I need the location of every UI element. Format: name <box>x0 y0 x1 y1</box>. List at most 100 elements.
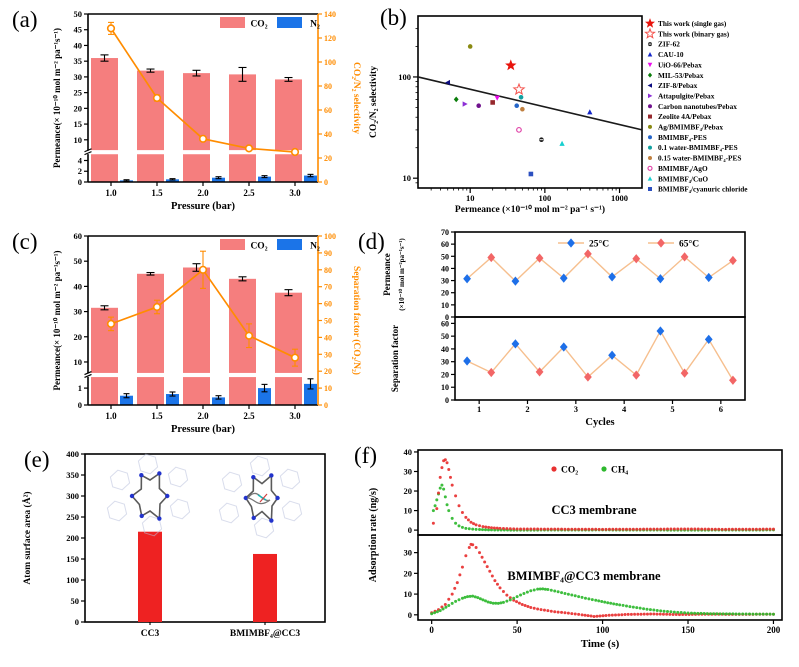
panel-b-label: (b) <box>380 5 407 30</box>
panel-d-chart: 0 10 20 30 40 50 60 70 0 10 20 30 40 50 60 1 2 3 4 5 6 25°C 65… <box>382 228 746 428</box>
svg-text:10: 10 <box>404 506 413 516</box>
left-ticks: 0 1 10 20 30 40 50 60 <box>74 231 88 410</box>
svg-text:50: 50 <box>324 317 332 326</box>
svg-text:0: 0 <box>78 400 82 410</box>
svg-text:30: 30 <box>404 548 413 558</box>
svg-text:60: 60 <box>441 319 449 328</box>
svg-text:25°C: 25°C <box>589 239 609 250</box>
svg-text:10: 10 <box>74 135 83 145</box>
molecule-inset <box>106 453 191 537</box>
svg-text:BMIMBF₄-PES: BMIMBF₄-PES <box>658 133 707 142</box>
svg-text:50: 50 <box>513 625 523 635</box>
svg-text:UiO-66/Pebax: UiO-66/Pebax <box>658 60 702 69</box>
bmimbf4-ch4-curve <box>430 587 775 616</box>
svg-text:Time (s): Time (s) <box>581 638 620 650</box>
svg-text:CO₂: CO₂ <box>561 466 578 476</box>
svg-text:Separation factor (CO₂/N₂): Separation factor (CO₂/N₂) <box>351 266 362 375</box>
svg-text:150: 150 <box>66 554 79 564</box>
svg-text:6: 6 <box>719 404 723 414</box>
svg-text:0.15 water-BMIMBF₄-PES: 0.15 water-BMIMBF₄-PES <box>658 154 741 163</box>
svg-text:1.0: 1.0 <box>105 411 117 421</box>
bars <box>138 531 277 622</box>
svg-text:140: 140 <box>324 10 336 19</box>
svg-text:0: 0 <box>75 617 79 627</box>
annotation-top: CC3 membrane <box>551 503 637 517</box>
svg-text:40: 40 <box>441 345 449 354</box>
svg-text:50: 50 <box>74 256 83 266</box>
svg-text:40: 40 <box>74 281 83 291</box>
svg-text:0: 0 <box>408 525 412 535</box>
svg-text:60: 60 <box>74 231 83 241</box>
svg-text:1000: 1000 <box>611 193 628 203</box>
svg-text:Ag/BMIMBF₄/Pebax: Ag/BMIMBF₄/Pebax <box>658 123 723 132</box>
svg-text:BMIMBF₄/AgO: BMIMBF₄/AgO <box>658 164 708 173</box>
svg-text:20: 20 <box>74 103 83 113</box>
svg-text:60: 60 <box>324 106 332 115</box>
svg-text:35: 35 <box>74 56 83 66</box>
svg-text:30: 30 <box>324 350 332 359</box>
svg-text:2.5: 2.5 <box>243 411 255 421</box>
svg-text:BMIMBF₄/CuO: BMIMBF₄/CuO <box>658 174 708 183</box>
svg-text:30: 30 <box>441 358 449 367</box>
svg-text:CO₂/N₂ selectivity: CO₂/N₂ selectivity <box>351 62 361 134</box>
svg-text:50: 50 <box>74 9 83 19</box>
svg-text:CAU-10: CAU-10 <box>658 50 684 59</box>
svg-text:10: 10 <box>324 384 332 393</box>
right-ticks: 0 20 40 60 80 100 120 140 <box>318 10 336 187</box>
svg-text:70: 70 <box>324 283 332 292</box>
svg-text:BMIMBF₄/cyanuric chloride: BMIMBF₄/cyanuric chloride <box>658 185 748 194</box>
svg-text:Permeance(× 10⁻¹⁰ mol m⁻² pa⁻¹: Permeance(× 10⁻¹⁰ mol m⁻² pa⁻¹s⁻¹) <box>52 28 62 168</box>
upper-bound-line <box>417 76 643 131</box>
svg-text:40: 40 <box>441 264 449 273</box>
molecule-inset <box>218 455 303 539</box>
svg-text:BMIMBF₄@CC3: BMIMBF₄@CC3 <box>230 629 301 639</box>
svg-text:25: 25 <box>74 88 83 98</box>
svg-text:200: 200 <box>66 533 79 543</box>
svg-text:3.0: 3.0 <box>289 411 301 421</box>
svg-text:1.0: 1.0 <box>105 188 117 198</box>
svg-text:40: 40 <box>324 130 332 139</box>
plot-area: 0 50 100 150 200 250 300 350 400 CC3 BMIMBF₄@CC3 At… <box>21 449 326 639</box>
svg-text:Permeance (×10⁻¹⁰ mol m⁻² pa⁻¹: Permeance (×10⁻¹⁰ mol m⁻² pa⁻¹ s⁻¹) <box>455 204 605 215</box>
plot-area: 10 100 1000 10 100 This work (single gas)This… <box>369 15 748 215</box>
svg-text:Cycles: Cycles <box>585 417 614 428</box>
svg-text:40: 40 <box>324 333 332 342</box>
svg-text:1.5: 1.5 <box>151 411 163 421</box>
svg-text:15: 15 <box>74 119 83 129</box>
error-bars <box>100 54 314 182</box>
svg-text:30: 30 <box>74 72 83 82</box>
svg-text:100: 100 <box>66 575 79 585</box>
svg-text:50: 50 <box>441 332 449 341</box>
svg-text:2: 2 <box>78 166 82 176</box>
svg-text:5: 5 <box>670 404 674 414</box>
svg-text:100: 100 <box>538 193 551 203</box>
svg-text:30: 30 <box>404 466 413 476</box>
error-bars <box>100 263 314 400</box>
svg-text:ZIF-8/Pebax: ZIF-8/Pebax <box>658 81 698 90</box>
x-ticks: 1.0 1.5 2.0 2.5 3.0 <box>105 182 301 198</box>
svg-text:0: 0 <box>78 177 82 187</box>
svg-text:CC3: CC3 <box>141 629 160 639</box>
svg-text:Attapulgite/Pebax: Attapulgite/Pebax <box>658 91 715 100</box>
plot-area: 0 10 20 30 40 50 60 70 0 10 20 30 40 50 60 1 2 3 4 5 6 25°C 65… <box>382 228 746 428</box>
svg-text:0: 0 <box>445 313 449 322</box>
svg-text:0: 0 <box>324 401 328 410</box>
svg-text:2.0: 2.0 <box>197 411 209 421</box>
svg-text:80: 80 <box>324 266 332 275</box>
panel-c-label: (c) <box>12 229 38 254</box>
panel-b-chart: 10 100 1000 10 100 This work (single gas)This… <box>369 15 748 215</box>
svg-text:ZIF-62: ZIF-62 <box>658 40 680 49</box>
separation-cycles <box>463 326 737 385</box>
svg-text:50: 50 <box>71 596 80 606</box>
svg-text:100: 100 <box>398 72 411 82</box>
svg-text:10: 10 <box>441 383 449 392</box>
svg-text:40: 40 <box>404 447 413 457</box>
svg-text:20: 20 <box>441 289 449 298</box>
svg-text:10: 10 <box>404 589 413 599</box>
svg-text:200: 200 <box>767 625 781 635</box>
svg-text:400: 400 <box>66 449 79 459</box>
panel-e-label: (e) <box>24 447 50 472</box>
svg-text:60: 60 <box>324 300 332 309</box>
